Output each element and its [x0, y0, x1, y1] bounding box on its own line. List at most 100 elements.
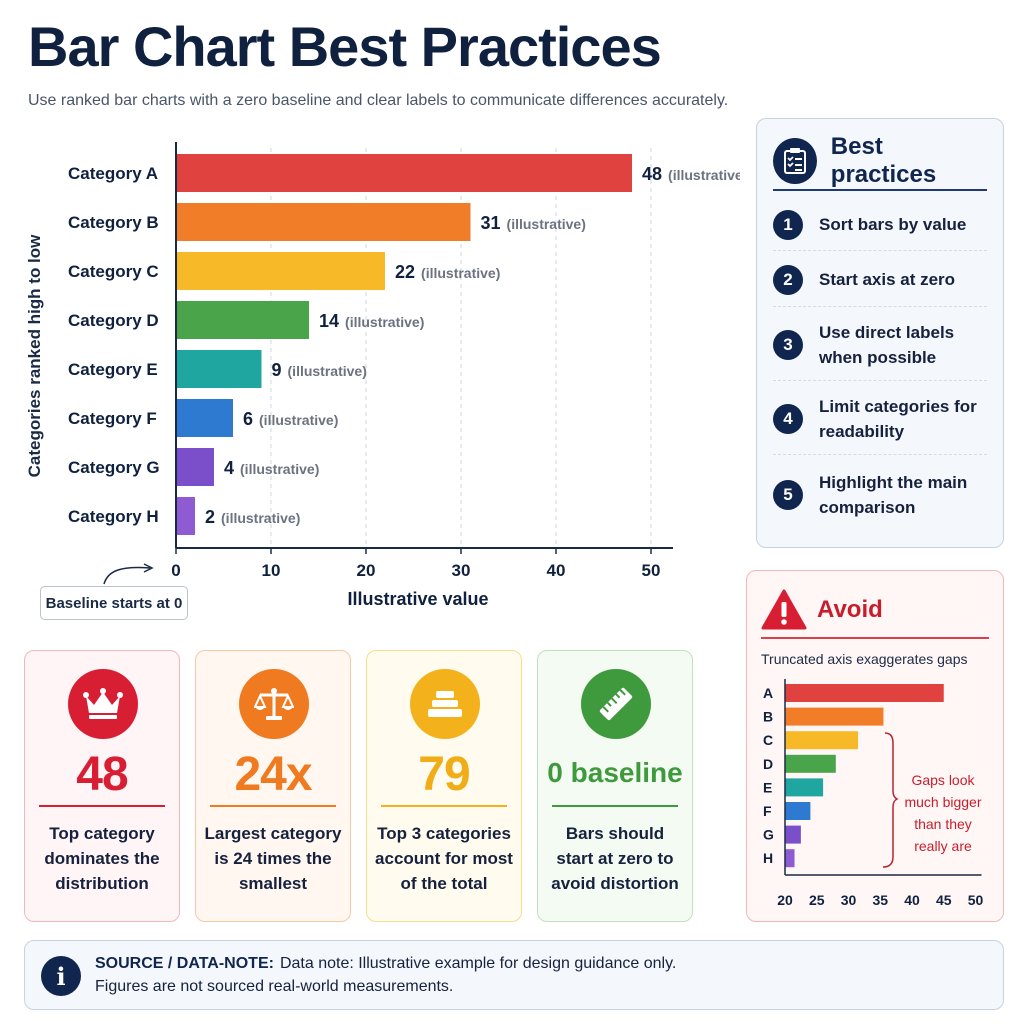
info-icon: i [41, 956, 81, 996]
x-tick-label: 35 [872, 892, 888, 908]
ruler-icon [581, 669, 651, 739]
best-practice-text: Use direct labels when possible [819, 322, 955, 367]
stat-description: Top 3 categories account for most of the… [375, 824, 513, 893]
stat-card-ratio: 24x Largest category is 24 times the sma… [195, 650, 351, 922]
bracket-annotation [882, 732, 899, 868]
page-subtitle: Use ranked bar charts with a zero baseli… [28, 92, 729, 109]
best-practice-item: 1 Sort bars by value [773, 199, 987, 251]
best-practice-text: Sort bars by value [819, 215, 967, 234]
bar [785, 684, 944, 702]
bar [176, 301, 309, 339]
category-label: H [763, 850, 773, 866]
data-label-note: (illustrative) [288, 363, 367, 379]
category-label: G [763, 827, 774, 843]
bar [176, 252, 385, 290]
best-practice-text: Start axis at zero [819, 270, 956, 289]
bar [176, 203, 471, 241]
x-tick-label: 50 [642, 561, 661, 580]
best-practice-item: 3 Use direct labels when possible [773, 309, 987, 381]
step-number-badge: 3 [773, 329, 803, 360]
x-tick-label: 25 [809, 892, 825, 908]
best-practices-title: Best practices [830, 133, 937, 188]
page-title: Bar Chart Best Practices [28, 15, 662, 78]
category-label: Category F [68, 409, 157, 428]
data-label-note: (illustrative) [259, 412, 338, 428]
card-divider [552, 805, 678, 807]
x-tick-label: 20 [357, 561, 376, 580]
avoid-header: Avoid [761, 583, 989, 639]
card-divider [39, 805, 165, 807]
stat-card-top-category: 48 Top category dominates the distributi… [24, 650, 180, 922]
x-tick-label: 50 [968, 892, 984, 908]
category-label: A [763, 685, 773, 701]
avoid-subtitle: Truncated axis exaggerates gaps [761, 651, 968, 667]
step-number-badge: 1 [773, 209, 803, 240]
bar [785, 849, 795, 868]
bar [785, 778, 824, 797]
source-label: SOURCE / DATA-NOTE: [95, 955, 274, 972]
bar [176, 399, 233, 437]
best-practice-text: Highlight the main comparison [819, 473, 968, 517]
annotation-text: really are [914, 838, 972, 854]
x-tick-label: 10 [262, 561, 281, 580]
source-line-1: SOURCE / DATA-NOTE: Data note: Illustrati… [95, 955, 676, 973]
bar [176, 154, 632, 192]
best-practice-text: Limit categories for readability [819, 396, 977, 441]
x-tick-label: 30 [841, 892, 857, 908]
data-label-note: (illustrative) [221, 510, 300, 526]
warning-icon [761, 589, 807, 630]
bar [785, 825, 801, 844]
category-label: E [763, 779, 772, 795]
data-label: 14 (illustrative) [319, 311, 424, 331]
source-text: Data note: Illustrative example for desi… [279, 955, 677, 972]
bar [785, 754, 836, 773]
best-practice-item: 4 Limit categories for readability [773, 383, 987, 455]
stat-value: 48 [76, 748, 128, 801]
stat-value: 24x [234, 748, 312, 801]
stat-description: Largest category is 24 times the smalles… [204, 824, 342, 893]
bar [785, 802, 811, 820]
y-axis-title: Categories ranked high to low [25, 234, 44, 478]
category-label: Category G [68, 458, 160, 477]
category-label: Category A [68, 164, 158, 183]
stat-card-top-three: 79 Top 3 categories account for most of … [366, 650, 522, 922]
data-label: 22 (illustrative) [395, 262, 500, 282]
source-line-2: Figures are not sourced real-world measu… [95, 978, 454, 995]
category-label: B [763, 709, 773, 725]
card-divider [210, 805, 336, 807]
category-label: Category C [68, 262, 159, 281]
card-divider [381, 805, 507, 807]
category-label: C [763, 732, 773, 748]
data-label-note: (illustrative) [240, 461, 319, 477]
data-label: 2 (illustrative) [205, 507, 300, 527]
step-number-badge: 5 [773, 480, 803, 510]
annotation-text: than they [914, 816, 972, 832]
bar [785, 731, 859, 750]
baseline-arrow [103, 563, 154, 585]
source-note: i SOURCE / DATA-NOTE: Data note: Illustra… [24, 940, 1004, 1010]
baseline-annotation: Baseline starts at 0 [40, 586, 188, 620]
stat-card-baseline: 0 baseline Bars should start at zero to … [537, 650, 693, 922]
category-label: Category B [68, 213, 159, 232]
x-tick-label: 30 [452, 561, 471, 580]
crown-icon [68, 669, 138, 739]
data-label: 9 (illustrative) [272, 360, 367, 380]
category-label: F [763, 803, 772, 819]
data-label: 31 (illustrative) [481, 213, 586, 233]
best-practices-panel: Best practices 1 Sort bars by value 2 St… [756, 118, 1004, 548]
step-number-badge: 2 [773, 264, 803, 295]
x-tick-label: 40 [547, 561, 566, 580]
scale-icon [239, 669, 309, 739]
stat-description: Top category dominates the distribution [44, 824, 160, 893]
bar [176, 448, 214, 486]
data-label-note: (illustrative) [668, 167, 740, 183]
bar [176, 350, 262, 388]
category-label: Category D [68, 311, 159, 330]
step-number-badge: 4 [773, 403, 803, 434]
category-label: Category E [68, 360, 158, 379]
x-axis-title: Illustrative value [347, 589, 488, 609]
best-practice-item: 2 Start axis at zero [773, 253, 987, 307]
main-bar-chart: Category A 48 (illustrative) Category B 31 (i… [25, 142, 740, 609]
data-label-note: (illustrative) [507, 216, 586, 232]
annotation-text: Gaps look [911, 772, 975, 788]
